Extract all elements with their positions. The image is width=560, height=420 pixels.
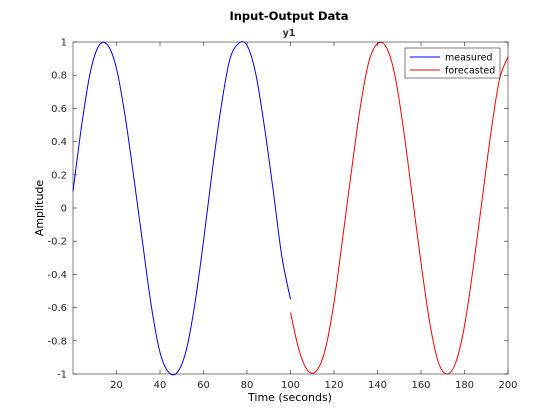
series-line-forecasted [290,41,509,375]
y-tick-label: 0.2 [51,170,67,181]
y-tick-label: -0.8 [47,336,67,347]
x-tick-label: 40 [154,380,167,391]
x-tick-label: 200 [498,380,517,391]
legend: measured forecasted [404,47,501,79]
x-tick-label: 20 [110,380,123,391]
plot-area [73,42,508,374]
y-tick-label: 0.6 [51,104,67,115]
x-tick-label: 180 [455,380,474,391]
plot-border [72,41,509,375]
y-tick-label: 0 [61,204,67,215]
y-tick-label: 1 [61,38,67,49]
ticks-layer: 20 40 60 80 100 120 140 160 180 200 -1 -0.8 -0.6 -0.4… [47,38,517,392]
series-line-measured [72,41,291,376]
y-tick-label: 0.8 [51,71,67,82]
x-tick-label: 160 [411,380,430,391]
x-tick-label: 60 [197,380,210,391]
y-tick-label: -0.2 [47,237,67,248]
y-axis-label: Amplitude [33,180,46,237]
legend-label-measured: measured [445,53,492,64]
legend-box [404,47,501,79]
x-tick-label: 100 [281,380,300,391]
y-tick-label: -0.4 [47,270,67,281]
y-tick-label: -1 [57,370,67,381]
chart-subtitle: y1 [283,28,296,39]
chart-title: Input-Output Data [229,9,348,23]
x-tick-label: 80 [241,380,254,391]
x-tick-label: 120 [324,380,343,391]
y-tick-label: 0.4 [51,137,67,148]
series-layer [72,41,509,376]
x-axis-label: Time (seconds) [247,391,332,404]
legend-label-forecasted: forecasted [445,66,495,77]
y-tick-label: -0.6 [47,303,67,314]
x-tick-label: 140 [368,380,387,391]
